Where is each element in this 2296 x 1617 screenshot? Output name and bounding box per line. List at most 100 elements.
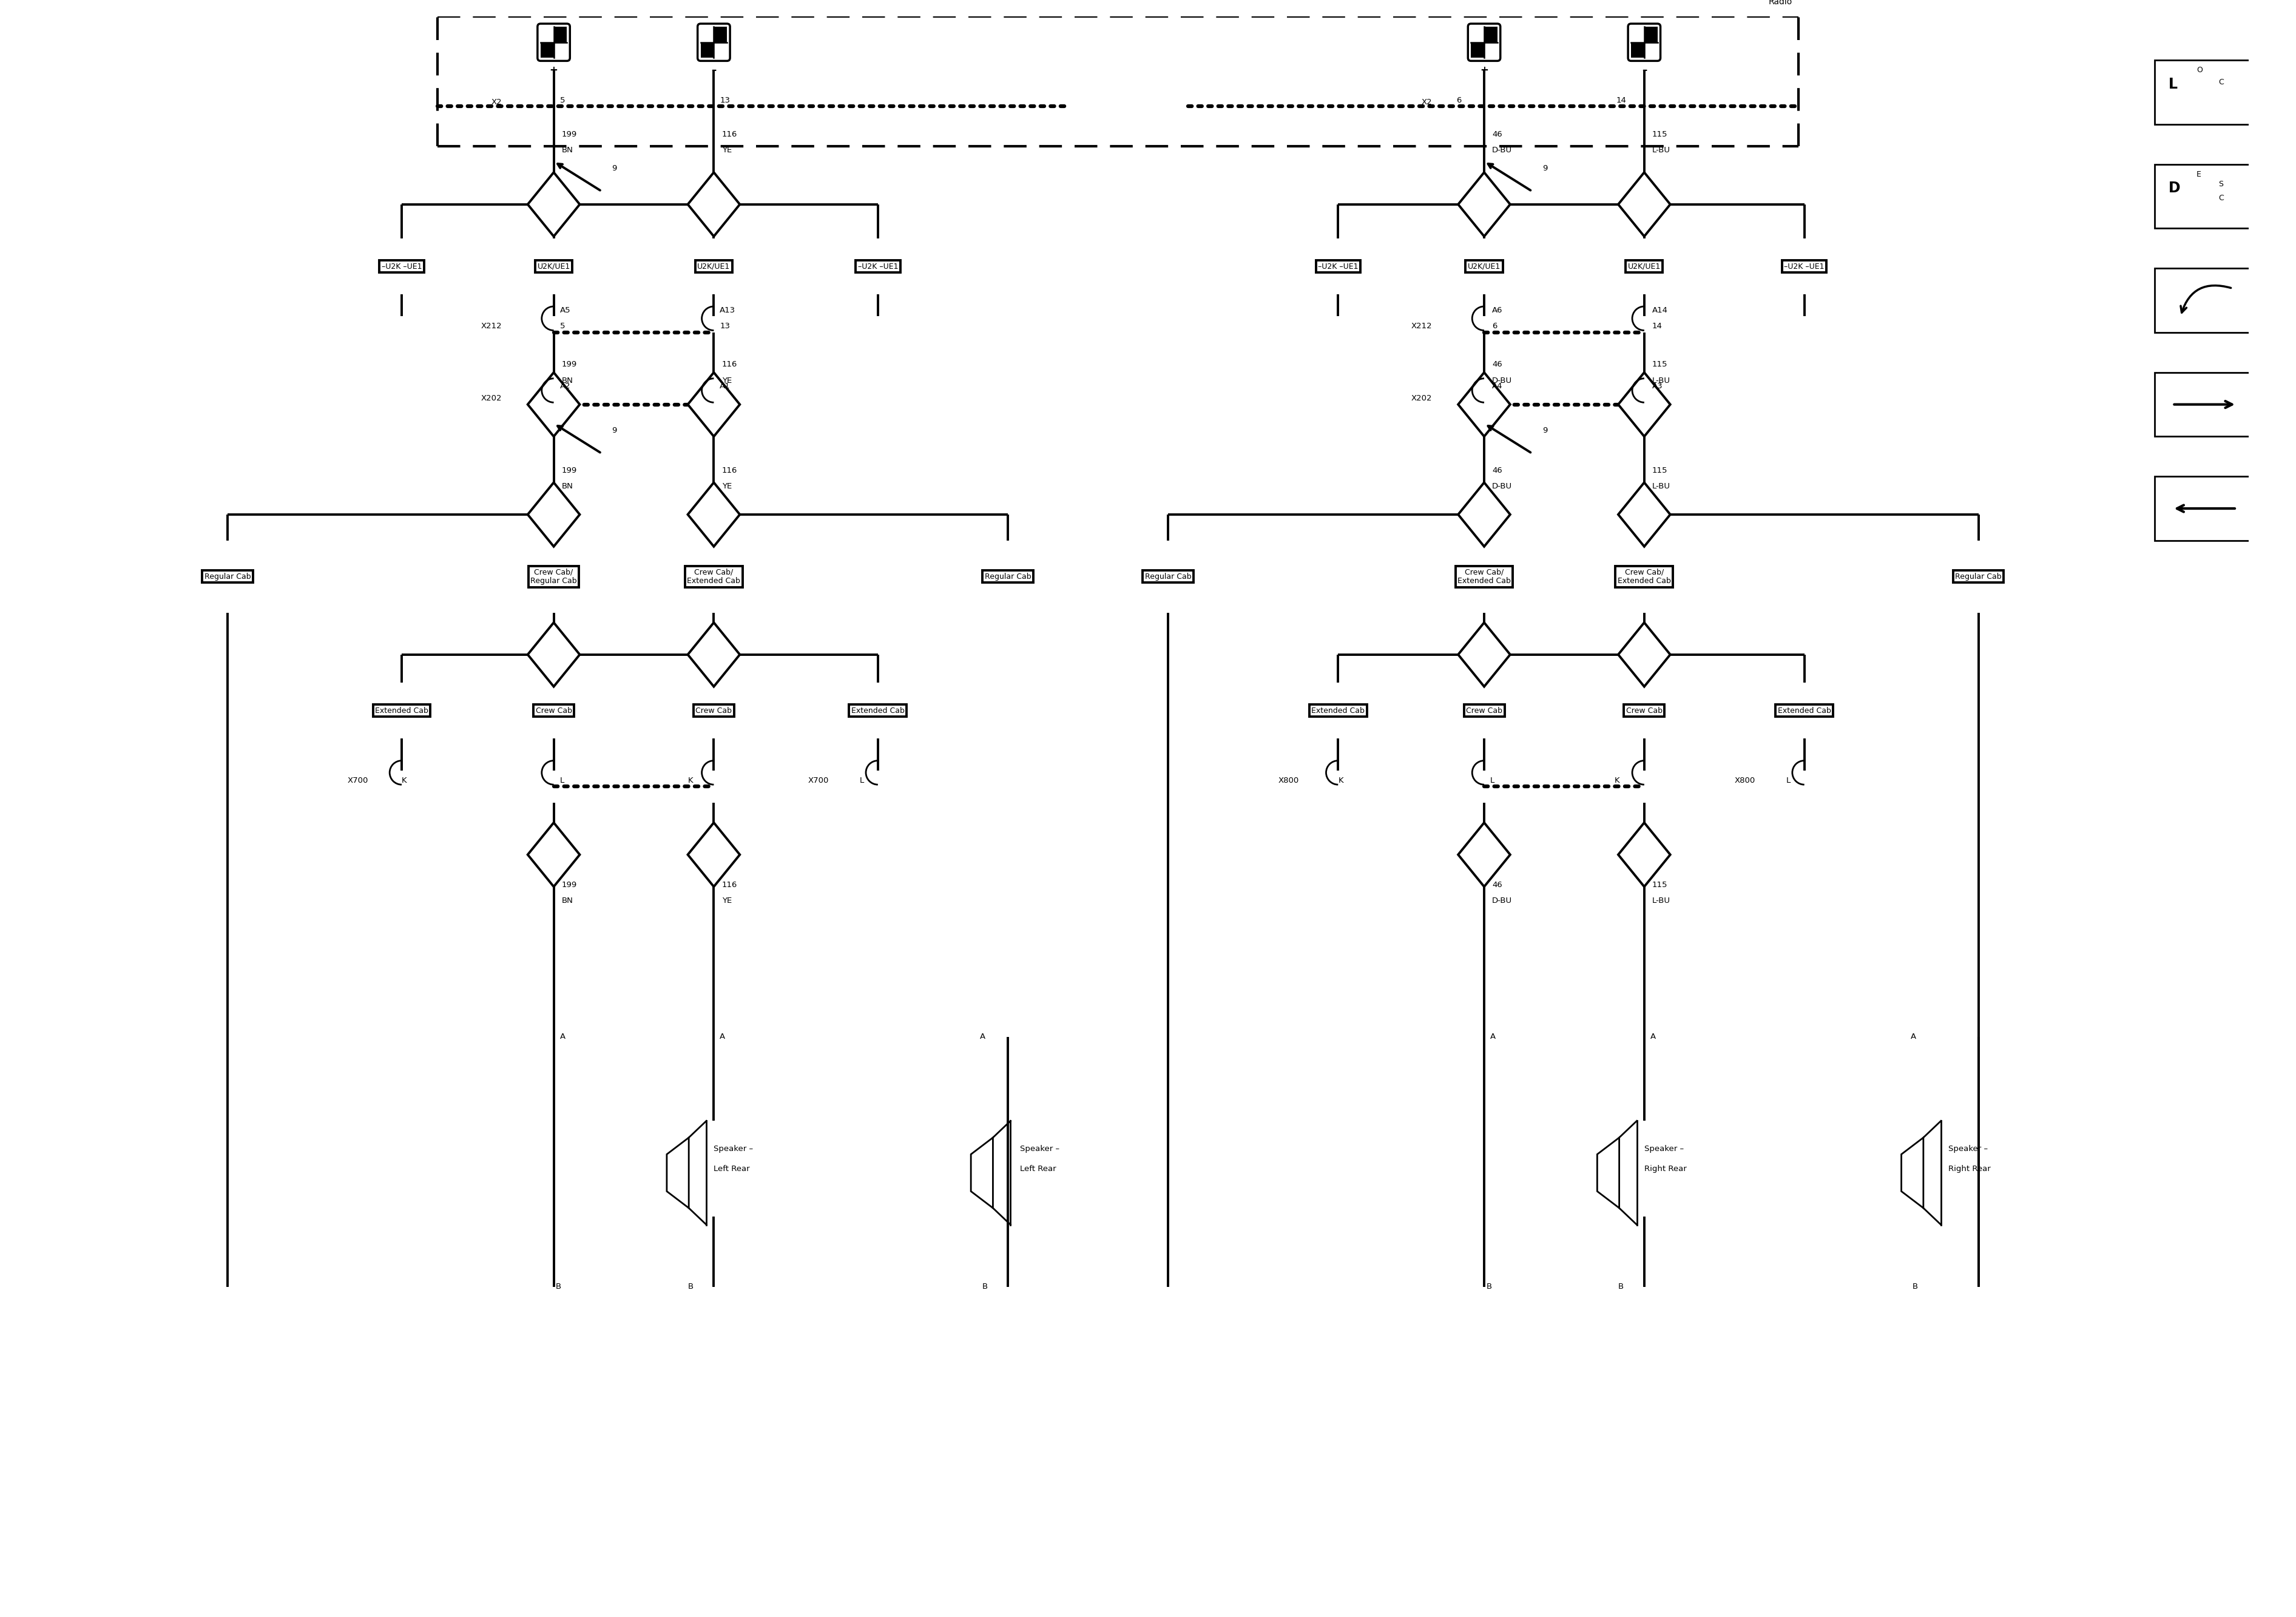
Text: YE: YE	[721, 147, 732, 154]
Text: 6: 6	[1456, 97, 1460, 103]
Text: Speaker –: Speaker –	[1019, 1145, 1058, 1153]
FancyBboxPatch shape	[1467, 24, 1499, 61]
Text: L: L	[861, 776, 863, 784]
Text: A2: A2	[560, 383, 569, 390]
Text: K: K	[1339, 776, 1343, 784]
Polygon shape	[1619, 372, 1669, 437]
Text: B: B	[983, 1282, 987, 1290]
Text: C: C	[2218, 78, 2225, 86]
Text: 199: 199	[563, 881, 576, 889]
Text: U2K/UE1: U2K/UE1	[698, 262, 730, 270]
Text: 46: 46	[1492, 361, 1502, 369]
Text: Extended Cab: Extended Cab	[1311, 707, 1364, 715]
Text: Crew Cab: Crew Cab	[535, 707, 572, 715]
Polygon shape	[971, 1138, 992, 1208]
Text: 116: 116	[721, 881, 737, 889]
Text: 115: 115	[1653, 467, 1667, 474]
Text: D-BU: D-BU	[1492, 897, 1513, 904]
Text: A5: A5	[560, 307, 569, 314]
Text: BN: BN	[563, 482, 574, 490]
Text: 6: 6	[1492, 322, 1497, 330]
Text: –U2K –UE1: –U2K –UE1	[1318, 262, 1359, 270]
Polygon shape	[1458, 173, 1511, 236]
Text: 14: 14	[1616, 97, 1626, 103]
Text: YE: YE	[721, 482, 732, 490]
FancyBboxPatch shape	[1628, 24, 1660, 61]
Polygon shape	[1619, 173, 1669, 236]
Text: A: A	[560, 1033, 565, 1041]
Text: L: L	[2167, 78, 2177, 92]
Bar	[714, 27, 728, 42]
Text: Extended Cab: Extended Cab	[852, 707, 905, 715]
Text: 9: 9	[1543, 165, 1548, 173]
Bar	[1472, 42, 1483, 58]
Text: D-BU: D-BU	[1492, 147, 1513, 154]
Polygon shape	[1619, 482, 1669, 547]
Bar	[540, 42, 553, 58]
Text: 46: 46	[1492, 131, 1502, 139]
Text: Right Rear: Right Rear	[1949, 1164, 1991, 1172]
FancyBboxPatch shape	[698, 24, 730, 61]
Text: C: C	[2218, 194, 2225, 202]
Text: A14: A14	[1653, 307, 1667, 314]
Polygon shape	[528, 173, 579, 236]
Text: 115: 115	[1653, 131, 1667, 139]
Text: 9: 9	[611, 165, 618, 173]
Polygon shape	[689, 823, 739, 886]
Polygon shape	[1598, 1138, 1619, 1208]
Polygon shape	[1458, 623, 1511, 687]
Text: 13: 13	[721, 322, 730, 330]
Polygon shape	[1619, 623, 1669, 687]
Text: +: +	[549, 65, 558, 76]
Text: 116: 116	[721, 361, 737, 369]
Text: –: –	[1642, 65, 1646, 76]
Text: 5: 5	[560, 97, 565, 103]
Bar	[2154, 372, 2255, 437]
Text: 46: 46	[1492, 881, 1502, 889]
Text: Regular Cab: Regular Cab	[985, 572, 1031, 581]
Text: A: A	[980, 1033, 985, 1041]
Text: Extended Cab: Extended Cab	[374, 707, 429, 715]
Text: X800: X800	[1733, 776, 1754, 784]
Text: L-BU: L-BU	[1653, 377, 1671, 385]
Text: Radio: Radio	[1768, 0, 1793, 6]
Polygon shape	[1458, 823, 1511, 886]
Bar	[1483, 27, 1497, 42]
Text: 199: 199	[563, 131, 576, 139]
Polygon shape	[528, 623, 579, 687]
Text: L-BU: L-BU	[1653, 897, 1671, 904]
Text: K: K	[1614, 776, 1619, 784]
Text: L-BU: L-BU	[1653, 147, 1671, 154]
Text: Regular Cab: Regular Cab	[1956, 572, 2002, 581]
Text: L: L	[1490, 776, 1495, 784]
Text: Crew Cab/
Extended Cab: Crew Cab/ Extended Cab	[1619, 568, 1671, 585]
Text: X700: X700	[808, 776, 829, 784]
Text: 115: 115	[1653, 881, 1667, 889]
Bar	[2154, 165, 2255, 228]
FancyBboxPatch shape	[537, 24, 569, 61]
Text: A6: A6	[1492, 307, 1504, 314]
Text: Crew Cab/
Extended Cab: Crew Cab/ Extended Cab	[687, 568, 739, 585]
Text: 14: 14	[1653, 322, 1662, 330]
Text: A: A	[1651, 1033, 1655, 1041]
Text: Speaker –: Speaker –	[1949, 1145, 1988, 1153]
Text: L-BU: L-BU	[1653, 482, 1671, 490]
Text: 13: 13	[721, 97, 730, 103]
Text: 9: 9	[1543, 427, 1548, 435]
Bar	[1644, 27, 1658, 42]
Polygon shape	[528, 372, 579, 437]
Bar	[2154, 477, 2255, 540]
Polygon shape	[1619, 823, 1669, 886]
Bar	[2154, 60, 2255, 125]
Text: 116: 116	[721, 131, 737, 139]
Text: X2: X2	[1421, 99, 1433, 107]
Text: BN: BN	[563, 147, 574, 154]
Text: 9: 9	[611, 427, 618, 435]
Text: L: L	[560, 776, 565, 784]
Text: 199: 199	[563, 361, 576, 369]
Text: 115: 115	[1653, 361, 1667, 369]
Text: A: A	[1490, 1033, 1495, 1041]
Text: A4: A4	[1492, 383, 1504, 390]
Polygon shape	[1458, 482, 1511, 547]
Text: E: E	[2197, 170, 2202, 178]
